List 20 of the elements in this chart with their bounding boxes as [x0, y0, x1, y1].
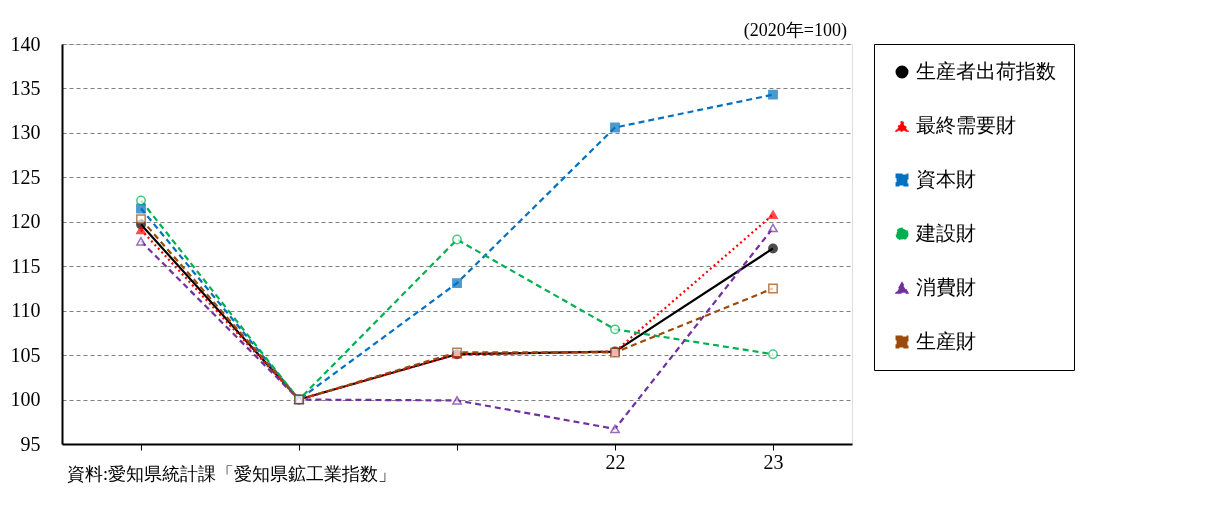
y-tick-label: 120	[10, 210, 41, 233]
x-tick-label: 22	[605, 450, 626, 473]
x-tick-label: 23	[763, 450, 784, 473]
y-tick-label: 125	[10, 165, 41, 188]
y-tick-label: 110	[11, 299, 41, 322]
legend-label: 最終需要財	[916, 114, 1016, 136]
legend-label: 資本財	[916, 168, 976, 190]
legend-label: 生産財	[916, 330, 976, 352]
text: 資料:愛知県統計課「愛知県鉱工業指数」	[67, 464, 397, 484]
legend-label: 建設財	[915, 222, 976, 244]
y-tick-label: 115	[11, 254, 41, 277]
legend-label: 消費財	[916, 276, 976, 298]
y-tick-label: 135	[10, 76, 41, 99]
y-tick-label: 140	[10, 32, 41, 55]
legend-label: 生産者出荷指数	[916, 60, 1056, 82]
y-tick-label: 130	[10, 121, 41, 144]
y-tick-label: 95	[20, 432, 41, 455]
text: (2020年=100)	[743, 20, 847, 41]
y-tick-label: 105	[10, 343, 41, 366]
y-tick-label: 100	[10, 388, 41, 411]
